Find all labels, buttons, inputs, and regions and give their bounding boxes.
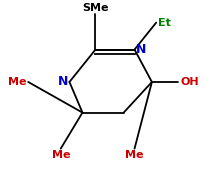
Text: N: N: [136, 43, 146, 56]
Text: Et: Et: [158, 18, 171, 28]
Text: Me: Me: [51, 150, 70, 160]
Text: SMe: SMe: [82, 3, 109, 13]
Text: Me: Me: [8, 77, 26, 87]
Text: Me: Me: [125, 150, 144, 160]
Text: OH: OH: [180, 77, 199, 87]
Text: N: N: [58, 75, 68, 89]
